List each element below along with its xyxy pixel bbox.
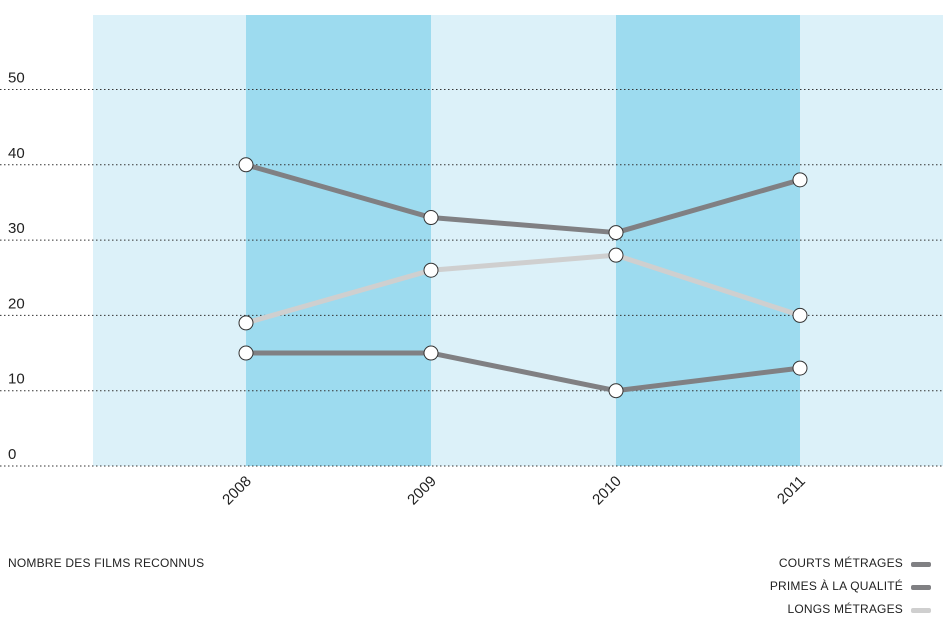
series-3-point-2010: [608, 247, 624, 263]
series-1-point-2011: [792, 172, 808, 188]
chart-caption: NOMBRE DES FILMS RECONNUS: [8, 556, 205, 570]
y-tick-label-30: 30: [8, 220, 25, 237]
series-line-3: [243, 252, 803, 326]
legend-label-primes-qualite: PRIMES À LA QUALITÉ: [769, 579, 903, 593]
background-band-5: [800, 15, 943, 466]
series-2-point-2010: [608, 383, 624, 399]
legend-swatch-courts-metrages: [911, 562, 931, 567]
legend-label-courts-metrages: COURTS MÉTRAGES: [778, 556, 903, 570]
series-lines: [243, 162, 803, 394]
legend-swatch-longs-metrages: [911, 608, 931, 613]
series-3-point-2011: [792, 307, 808, 323]
legend: COURTS MÉTRAGES PRIMES À LA QUALITÉ LONG…: [770, 556, 931, 625]
series-line-2: [243, 350, 803, 394]
y-tick-label-40: 40: [8, 145, 25, 162]
y-tick-label-20: 20: [8, 295, 25, 312]
x-tick-label-2009: 2009: [404, 473, 440, 509]
series-2-point-2008: [238, 345, 254, 361]
y-axis-ticks: 0 10 20 30 40 50: [8, 70, 25, 464]
gridlines: [0, 89, 943, 467]
y-tick-label-0: 0: [8, 446, 16, 463]
series-2-point-2011: [792, 360, 808, 376]
line-chart: 0 10 20 30 40 50 2008 2009 2010 2011: [0, 15, 943, 509]
y-tick-label-50: 50: [8, 70, 25, 87]
x-tick-label-2008: 2008: [219, 473, 255, 509]
legend-item-courts-metrages: COURTS MÉTRAGES: [770, 556, 931, 579]
series-1-point-2008: [238, 157, 254, 173]
series-line-1: [243, 162, 803, 236]
series-3-point-2008: [238, 315, 254, 331]
legend-item-primes-qualite: PRIMES À LA QUALITÉ: [770, 579, 931, 602]
x-tick-label-2011: 2011: [774, 473, 809, 508]
x-axis-ticks: 2008 2009 2010 2011: [219, 473, 809, 509]
series-3-point-2009: [423, 262, 439, 278]
series-1-point-2009: [423, 210, 439, 226]
legend-item-longs-metrages: LONGS MÉTRAGES: [770, 602, 931, 625]
series-points: [238, 157, 808, 399]
legend-swatch-primes-qualite: [911, 585, 931, 590]
background-band-2: [246, 15, 431, 466]
series-2-point-2009: [423, 345, 439, 361]
x-tick-label-2010: 2010: [589, 473, 625, 509]
legend-label-longs-metrages: LONGS MÉTRAGES: [787, 602, 903, 616]
y-tick-label-10: 10: [8, 371, 25, 388]
series-1-point-2010: [608, 225, 624, 241]
